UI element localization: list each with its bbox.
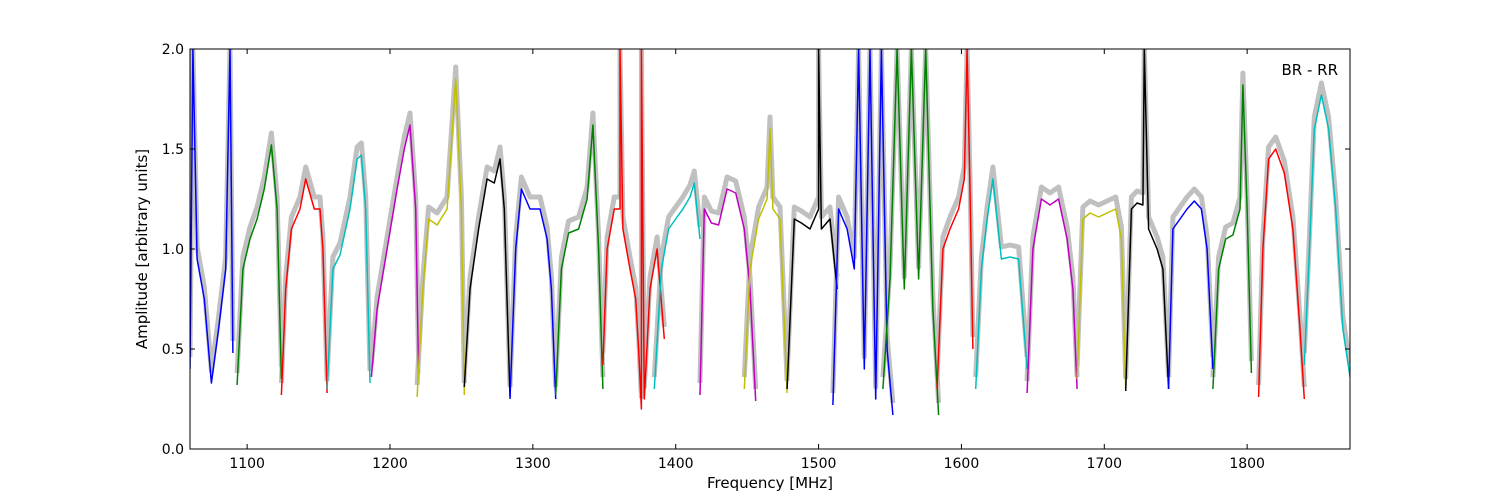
background-trace-7 <box>461 144 513 386</box>
background-trace-19 <box>1024 184 1080 382</box>
background-trace-5 <box>368 110 422 366</box>
background-trace-3 <box>278 164 330 384</box>
y-tick-label: 1.5 <box>162 142 184 158</box>
y-tick-label: 1.0 <box>162 242 184 258</box>
x-tick-label: 1300 <box>515 456 551 472</box>
series-line-16 <box>882 49 940 416</box>
x-tick-label: 1500 <box>801 456 837 472</box>
x-tick-label: 1700 <box>1086 456 1122 472</box>
x-tick-label: 1100 <box>229 456 265 472</box>
x-tick-label: 1600 <box>944 456 980 472</box>
series-line-2 <box>236 144 283 386</box>
x-tick-label: 1800 <box>1229 456 1265 472</box>
background-trace-11 <box>651 168 703 378</box>
series-line-21 <box>1124 49 1170 392</box>
series-line-9 <box>554 124 604 396</box>
background-trace-18 <box>973 164 1030 378</box>
background-trace-4 <box>324 140 373 378</box>
background-trace-20 <box>1074 194 1129 378</box>
series-line-18 <box>974 178 1028 390</box>
series-line-13 <box>743 128 788 394</box>
y-axis-label: Amplitude [arbitrary units] <box>133 149 151 349</box>
y-tick-label: 2.0 <box>162 42 184 58</box>
series-line-3 <box>280 178 328 396</box>
background-trace-21 <box>1123 49 1172 380</box>
plot-background <box>190 49 1350 449</box>
background-trace-22 <box>1166 186 1216 378</box>
series-line-11 <box>653 182 701 390</box>
series-line-19 <box>1026 198 1078 394</box>
series-line-1 <box>190 49 234 384</box>
series-line-4 <box>326 154 371 390</box>
series-layer <box>190 49 1350 416</box>
annotation-label: BR - RR <box>1281 61 1338 79</box>
series-line-group <box>190 49 1350 416</box>
x-axis-label: Frequency [MHz] <box>707 474 833 492</box>
series-line-10 <box>602 49 666 410</box>
series-line-22 <box>1167 200 1214 390</box>
series-line-7 <box>463 158 511 398</box>
background-trace-24 <box>1256 134 1307 388</box>
series-line-5 <box>370 124 420 378</box>
series-line-8 <box>509 188 557 400</box>
series-line-23 <box>1212 84 1253 390</box>
x-tick-label: 1200 <box>372 456 408 472</box>
series-line-25 <box>1303 94 1350 378</box>
y-tick-label: 0.5 <box>162 342 184 358</box>
series-line-12 <box>699 188 757 402</box>
x-tick-label: 1400 <box>658 456 694 472</box>
series-line-14 <box>786 49 838 390</box>
series-line-17 <box>936 49 974 390</box>
series-line-24 <box>1257 148 1306 400</box>
background-trace-8 <box>507 174 559 388</box>
series-line-20 <box>1076 208 1127 390</box>
tick-layer: 1100 1200 1300 1400 1500 1600 1700 1800 0.0 0.5 1.… <box>162 42 1350 472</box>
y-tick-label: 0.0 <box>162 442 184 458</box>
series-line-6 <box>416 78 466 398</box>
series-line-15 <box>832 49 894 416</box>
background-trace-2 <box>234 130 284 374</box>
